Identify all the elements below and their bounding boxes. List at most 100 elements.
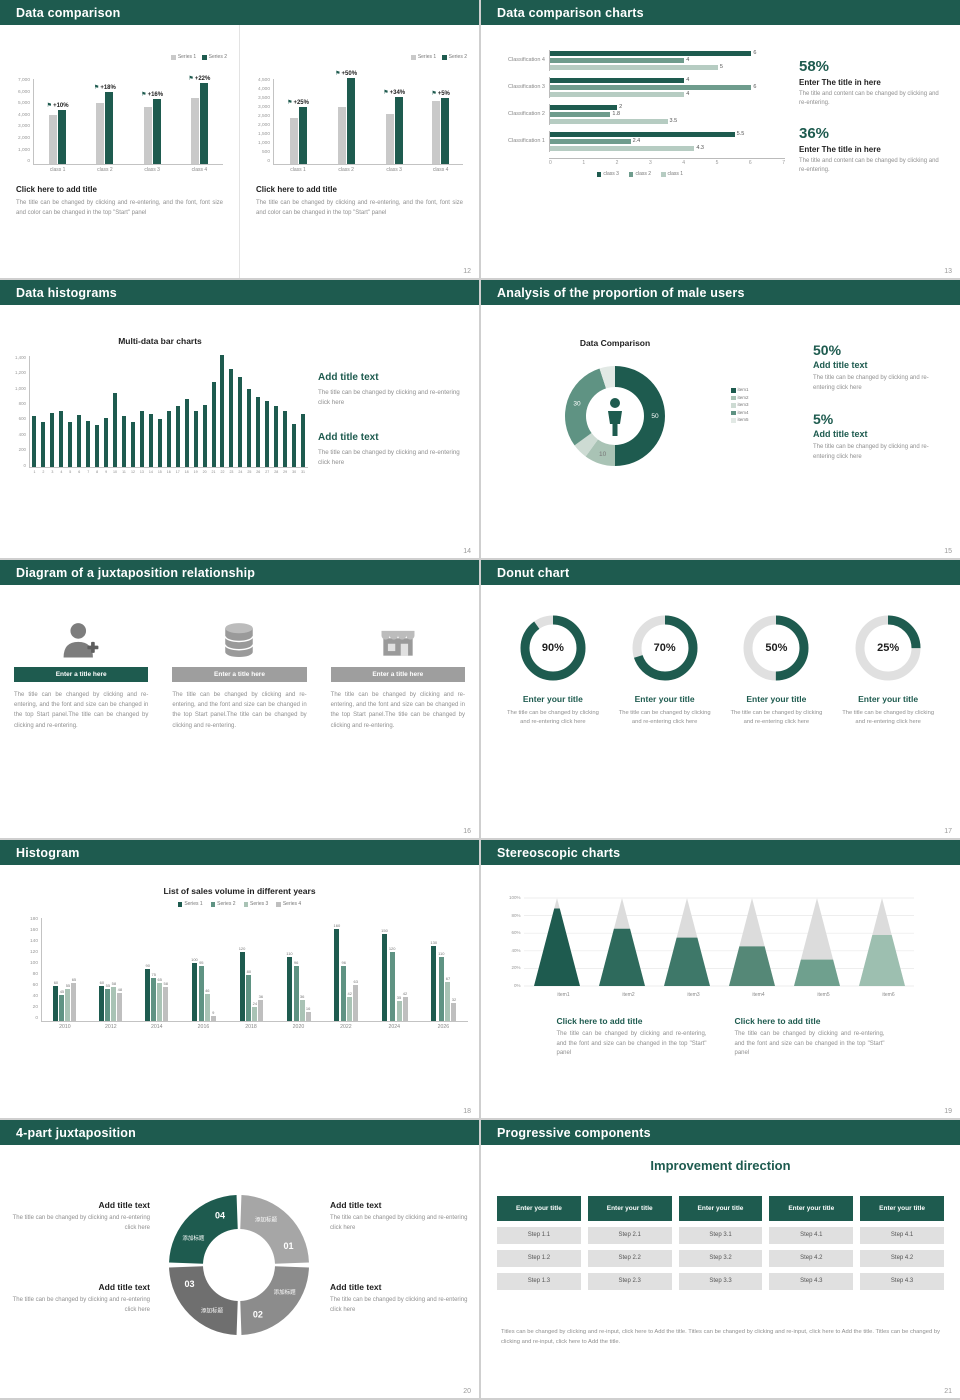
donut-gauge: 50%: [740, 612, 812, 684]
donut-gauge: 90%: [517, 612, 589, 684]
x-tick-label: class 2: [97, 167, 113, 173]
bar: [274, 406, 279, 467]
slide-20-4-part-juxtaposition[interactable]: 4-part juxtaposition 添加标题 01 添加标题 02 添加标题 03 添…: [0, 1120, 479, 1398]
block-body: The title can be changed by clicking and…: [12, 1215, 150, 1231]
slide-15-male-users-proportion[interactable]: Analysis of the proportion of male users…: [481, 280, 960, 558]
bar-value-label: ⚑ +5%: [431, 91, 450, 97]
legend-item: Series 4: [276, 902, 301, 907]
bar-unit: [385, 114, 394, 164]
legend-label: Series 1: [417, 54, 437, 60]
slide-21-progressive-components[interactable]: Progressive components Improvement direc…: [481, 1120, 960, 1398]
step-item: Step 4.2: [860, 1250, 944, 1267]
y-tick-label: 4,000: [257, 87, 270, 93]
bar: [550, 112, 611, 117]
bar: [451, 1003, 457, 1021]
bar: [104, 418, 109, 467]
bar: [550, 119, 668, 124]
x-tick-label: 2010: [59, 1024, 71, 1030]
slide-header: Donut chart: [481, 560, 960, 585]
slide-18-histogram[interactable]: Histogram List of sales volume in differ…: [0, 840, 479, 1118]
step-column: Enter your title Step 1.1 Step 1.2 Step 1.3: [497, 1196, 581, 1290]
legend-item: item1: [731, 387, 749, 393]
x-tick-label: class 4: [432, 167, 449, 173]
steps-columns: Enter your title Step 1.1 Step 1.2 Step 1.3…: [497, 1196, 944, 1290]
block-body: The title can be changed by clicking and…: [330, 1215, 468, 1231]
bar: [381, 934, 387, 1021]
x-tick-label: 31: [301, 470, 306, 474]
value-label: 4: [686, 56, 690, 63]
legend-label: Series 2: [217, 901, 236, 907]
bar-unit: 36: [258, 995, 264, 1021]
value-label: 90: [145, 963, 150, 968]
bar: [445, 982, 451, 1021]
bar-group: 160 96 42 63 2022: [334, 918, 359, 1030]
bar-unit: [143, 107, 152, 164]
bar-group: 10: [113, 356, 118, 474]
left-chart-panel: Series 1 Series 2 7,000 6,000 5,000 4,000 3,…: [0, 25, 239, 278]
y-tick-label: 40%: [511, 947, 521, 953]
y-axis: 4,500 4,000 3,500 3,000 2,500 2,000 1,500 1,000…: [256, 78, 273, 165]
bar-unit: 58: [111, 982, 117, 1021]
slide-12-data-comparison[interactable]: Data comparison Series 1 Series 2 7,000 6…: [0, 0, 479, 278]
slide-header: Diagram of a juxtaposition relationship: [0, 560, 479, 585]
block-body: The title can be changed by clicking and…: [256, 200, 463, 216]
slide-14-data-histograms[interactable]: Data histograms Multi-data bar charts 1,…: [0, 280, 479, 558]
ring-segment: [169, 1195, 238, 1264]
value-label: 60: [53, 980, 59, 985]
bar-group: 4: [59, 356, 64, 474]
bars: [274, 406, 279, 467]
y-tick-label: 60: [32, 983, 38, 989]
y-tick-label: 4,500: [257, 78, 270, 83]
bar-unit: [104, 418, 109, 467]
gauge-arc: [743, 615, 809, 681]
gauge-title: Enter your title: [746, 694, 807, 704]
footer-note: Titles can be changed by clicking and re…: [501, 1329, 940, 1345]
chart-legend: Series 1 Series 2 Series 3 Series 4: [0, 902, 479, 907]
slide-13-data-comparison-charts[interactable]: Data comparison charts Classification 4 6…: [481, 0, 960, 278]
block-body: The title can be changed by clicking and…: [330, 1297, 468, 1313]
y-axis: 1,400 1,200 1,000 800 600 400 200 0: [12, 355, 29, 468]
y-tick-label: 1,500: [257, 132, 270, 138]
step-item: Step 3.3: [678, 1273, 763, 1290]
text-block: Click here to add title The title can be…: [735, 1016, 885, 1059]
bars: [238, 377, 243, 467]
legend-item: item4: [731, 410, 749, 415]
slide-17-donut-chart[interactable]: Donut chart 90% Enter your title The tit…: [481, 560, 960, 838]
step-column: Enter your title Step 4.1 Step 4.2 Step 4.3: [860, 1196, 944, 1290]
x-tick-label: item5: [817, 992, 830, 998]
bar-group: 2: [41, 356, 46, 474]
flag-icon: ⚑: [188, 76, 194, 82]
step-item: Step 1.3: [497, 1273, 581, 1290]
value-label: 5: [719, 63, 723, 70]
legend-label: class 1: [667, 171, 684, 177]
bars: [385, 97, 403, 164]
bar: [71, 983, 77, 1021]
legend-swatch: [731, 410, 736, 415]
bar-group: 27: [265, 356, 270, 474]
bar: [163, 987, 169, 1021]
bar-line: 2: [550, 104, 785, 110]
bar: [337, 107, 346, 164]
bars: [59, 411, 64, 467]
gauge-value: 70%: [653, 642, 676, 654]
x-tick-label: item1: [557, 992, 570, 998]
bar-value-label: ⚑ +10%: [47, 103, 69, 109]
cone-fill: [728, 946, 775, 986]
slide-title: Donut chart: [497, 565, 570, 580]
bar-unit: 120: [389, 947, 396, 1021]
x-tick-label: class 3: [386, 167, 402, 173]
legend-label: item1: [737, 387, 749, 392]
bar: [286, 957, 292, 1021]
value-label: 120: [388, 946, 396, 951]
value-label: 4: [686, 76, 690, 83]
slide-16-juxtaposition-diagram[interactable]: Diagram of a juxtaposition relationship …: [0, 560, 479, 838]
bar: [347, 997, 353, 1021]
bar: [41, 422, 46, 467]
column-item: Enter a title here The title can be chan…: [330, 615, 465, 731]
slide-19-stereoscopic-charts[interactable]: Stereoscopic charts 100% 80% 60% 40% 20% 0% i…: [481, 840, 960, 1118]
x-tick-label: 30: [292, 470, 297, 474]
bar-group: 14: [148, 356, 153, 474]
bar-unit: [283, 411, 288, 467]
bar-chart: 7,000 6,000 5,000 4,000 3,000 2,000 1,000 0 ⚑ +10…: [16, 76, 223, 173]
gauge-cell: 90% Enter your title The title can be ch…: [501, 612, 605, 728]
